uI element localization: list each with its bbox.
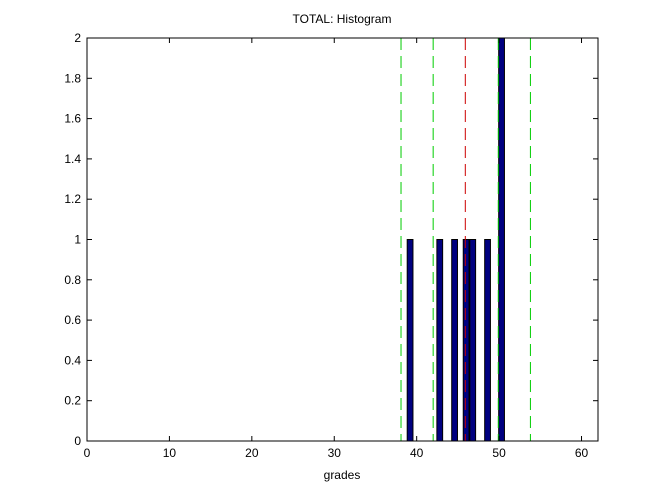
- y-tick-label: 0.6: [64, 313, 81, 327]
- y-tick-label: 1.2: [64, 192, 81, 206]
- y-tick-label: 0: [74, 434, 81, 448]
- y-tick-label: 1.4: [64, 152, 81, 166]
- x-tick-label: 50: [492, 446, 506, 460]
- y-tick-label: 1.6: [64, 112, 81, 126]
- y-tick-label: 0.4: [64, 353, 81, 367]
- x-tick-label: 40: [410, 446, 424, 460]
- x-tick-label: 60: [575, 446, 589, 460]
- y-tick-label: 1.8: [64, 71, 81, 85]
- plot-area: [87, 38, 598, 441]
- y-tick-label: 2: [74, 31, 81, 45]
- chart-title: TOTAL: Histogram: [293, 12, 392, 26]
- y-tick-label: 0.8: [64, 273, 81, 287]
- x-tick-label: 0: [84, 446, 91, 460]
- histogram-bar: [406, 239, 414, 442]
- x-axis-ticks: 0 10 20 30 40 50 60: [84, 38, 589, 460]
- x-tick-label: 10: [163, 446, 177, 460]
- y-tick-label: 0.2: [64, 394, 81, 408]
- x-axis-label: grades: [324, 468, 361, 482]
- histogram-bar: [462, 239, 470, 442]
- histogram-bar: [436, 239, 444, 442]
- histogram-bar: [469, 239, 477, 442]
- reference-lines-layer: [400, 38, 531, 441]
- y-axis-ticks: 0 0.2 0.4 0.6 0.8 1 1.2 1.4 1.6 1.8 2: [64, 31, 598, 448]
- y-tick-label: 1: [74, 233, 81, 247]
- x-tick-label: 30: [328, 446, 342, 460]
- histogram-bar: [451, 239, 458, 442]
- x-tick-label: 20: [245, 446, 259, 460]
- histogram-bar: [484, 239, 491, 442]
